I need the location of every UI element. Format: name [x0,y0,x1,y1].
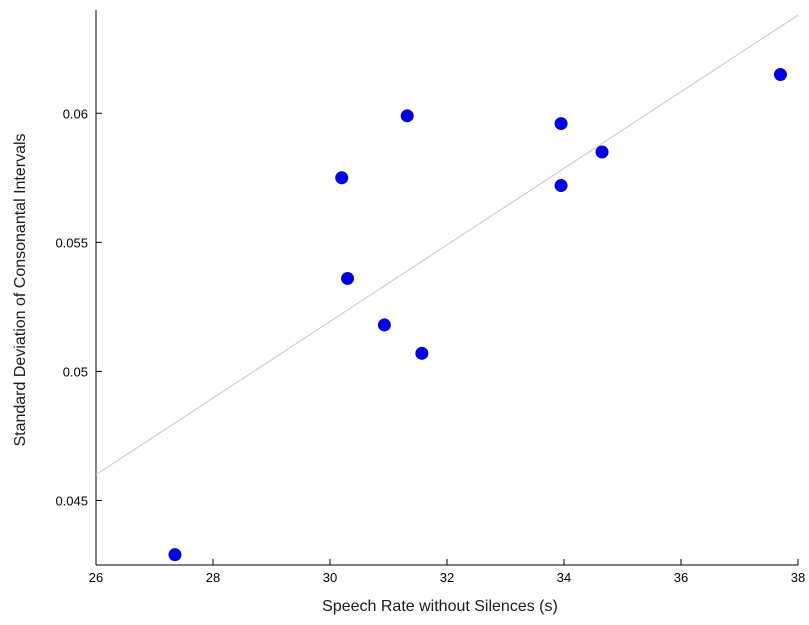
data-point [415,346,429,360]
x-tick-label: 30 [323,570,337,585]
data-points [168,68,787,562]
x-axis-title: Speech Rate without Silences (s) [322,598,558,615]
x-tick-label: 38 [791,570,805,585]
data-point [168,548,182,562]
trend-line [95,14,799,476]
x-tick-label: 32 [440,570,454,585]
y-axis-title: Standard Deviation of Consonantal Interv… [12,133,29,446]
data-point [595,145,609,159]
x-tick-label: 36 [674,570,688,585]
data-point [554,117,568,131]
x-tick-label: 26 [89,570,103,585]
data-point [400,109,414,123]
y-tick-label: 0.05 [63,364,88,379]
data-point [341,271,355,285]
data-point [773,68,787,82]
data-point [554,179,568,193]
y-tick-label: 0.045 [55,493,88,508]
y-tick-label: 0.055 [55,235,88,250]
x-tick-label: 34 [557,570,571,585]
x-tick-label: 28 [206,570,220,585]
data-point [335,171,349,185]
x-ticks: 26 28 30 32 34 36 38 [89,559,805,585]
data-point [377,318,391,332]
y-ticks: 0.045 0.05 0.055 0.06 [55,106,102,508]
y-tick-label: 0.06 [63,106,88,121]
